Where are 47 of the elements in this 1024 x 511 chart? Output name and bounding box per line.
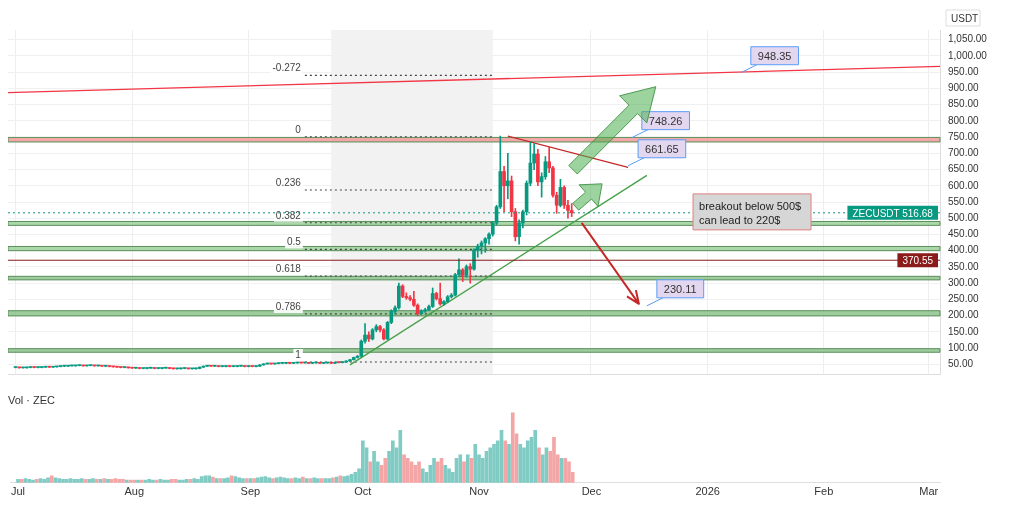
annotation: 748.26 <box>648 114 683 127</box>
y-tick-label: 800.00 <box>948 114 980 126</box>
annotation: 661.65 <box>645 142 679 155</box>
series-label: 0.618 <box>275 262 302 274</box>
y-tick-label: 550.00 <box>948 195 980 207</box>
series-label: 1 <box>295 348 302 360</box>
y-tick-label: 750.00 <box>948 130 980 142</box>
x-tick-label: Jul <box>11 485 26 498</box>
y-tick-label: 150.00 <box>948 325 980 337</box>
x-tick-label: Mar <box>919 485 939 498</box>
y-tick-label: 50.00 <box>948 358 974 370</box>
series-label: 0.786 <box>275 300 302 312</box>
y-tick-label: 350.00 <box>948 260 980 272</box>
x-tick-label: Sep <box>240 485 261 498</box>
annotation: breakout below 500$ can lead to 220$ <box>699 199 802 226</box>
annotation: 230.11 <box>663 282 697 295</box>
y-tick-label: 400.00 <box>948 244 980 256</box>
series-label: -0.272 <box>272 62 302 74</box>
y-tick-label: 650.00 <box>948 163 980 175</box>
y-tick-label: 1,000.00 <box>948 49 988 61</box>
ref-line-label: ZECUSDT 516.68 <box>852 207 934 219</box>
series-label: 0 <box>295 123 302 135</box>
y-tick-label: 900.00 <box>948 82 980 94</box>
y-tick-label: 850.00 <box>948 98 980 110</box>
x-tick-label: Aug <box>124 485 144 498</box>
series-label: 0.236 <box>275 176 302 188</box>
y-tick-label: 100.00 <box>948 341 980 353</box>
x-tick-label: Feb <box>814 485 834 498</box>
series-label: 0.382 <box>275 209 302 221</box>
x-tick-label: Dec <box>581 485 602 498</box>
ref-line-label: 370.55 <box>902 255 934 267</box>
y-axis-title: USDT <box>951 13 979 24</box>
y-tick-label: 950.00 <box>948 65 980 77</box>
y-tick-label: 700.00 <box>948 147 980 159</box>
y-tick-label: 1,050.00 <box>948 33 988 45</box>
y-tick-label: 200.00 <box>948 309 980 321</box>
y-tick-label: 250.00 <box>948 293 980 305</box>
x-tick-label: 2026 <box>695 485 720 498</box>
x-tick-label: Oct <box>354 485 372 498</box>
y-tick-label: 500.00 <box>948 211 980 223</box>
chart-title: Vol · ZEC <box>8 393 56 406</box>
y-tick-label: 600.00 <box>948 179 980 191</box>
y-tick-label: 450.00 <box>948 228 980 240</box>
y-tick-label: 300.00 <box>948 276 980 288</box>
annotation: 948.35 <box>757 49 792 62</box>
x-tick-label: Nov <box>469 485 490 498</box>
series-label: 0.5 <box>286 236 302 248</box>
